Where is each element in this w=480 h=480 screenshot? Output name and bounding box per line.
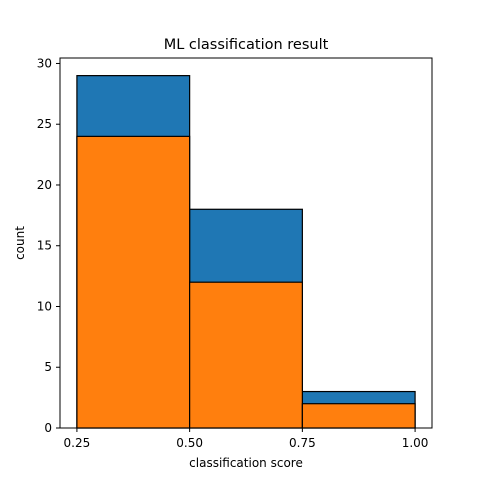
y-tick-label: 25 [37, 117, 52, 131]
bars-group [76, 75, 416, 429]
x-tick-label: 0.75 [289, 436, 316, 450]
y-tick-label: 5 [44, 360, 52, 374]
plot-frame [59, 57, 433, 429]
bar-series2-bin1 [76, 135, 191, 429]
x-axis-label: classification score [189, 456, 303, 470]
y-ticks: 0 5 10 15 20 25 30 [37, 56, 60, 435]
y-tick-label: 30 [37, 56, 52, 70]
y-axis-label: count [13, 226, 27, 260]
y-tick-label: 15 [37, 239, 52, 253]
x-tick-label: 0.25 [64, 436, 91, 450]
bar-series2-bin3 [301, 403, 416, 429]
chart-title: ML classification result [164, 37, 329, 53]
y-tick-label: 0 [44, 421, 52, 435]
x-tick-label: 1.00 [402, 436, 429, 450]
bar-series2-bin2 [189, 281, 303, 429]
y-tick-label: 10 [37, 299, 52, 313]
y-tick-label: 20 [37, 178, 52, 192]
x-ticks: 0.25 0.50 0.75 1.00 [64, 428, 429, 450]
x-tick-label: 0.50 [176, 436, 203, 450]
